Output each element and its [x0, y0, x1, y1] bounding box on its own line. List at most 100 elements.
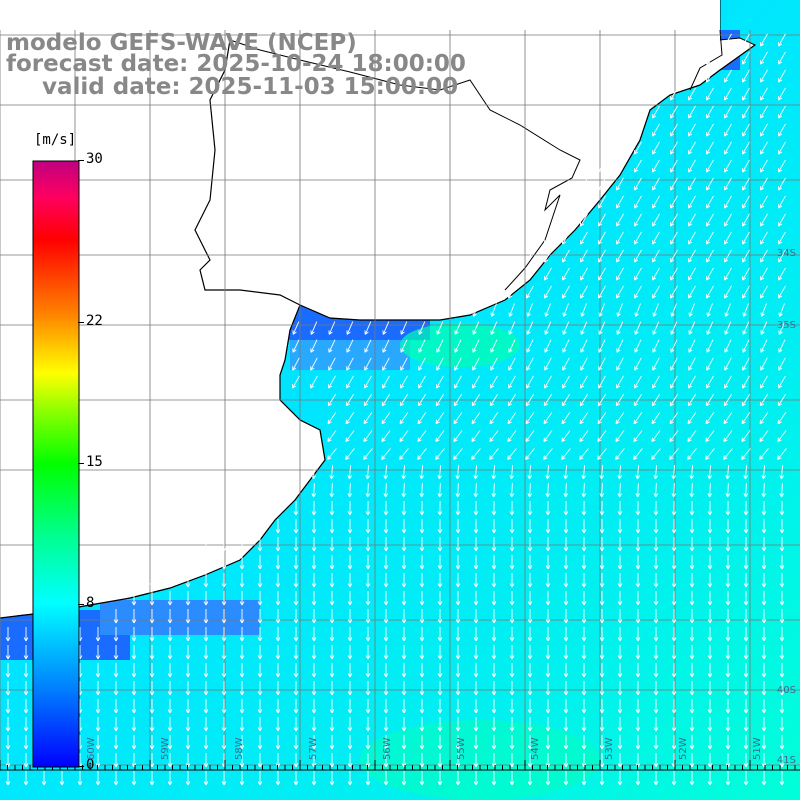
wind-arrow	[437, 482, 443, 498]
wind-arrow	[741, 393, 751, 407]
wind-arrow	[221, 609, 227, 624]
wind-arrow	[671, 645, 677, 660]
wind-arrow	[634, 231, 642, 245]
wind-arrow	[653, 681, 659, 696]
wind-arrow	[527, 753, 533, 768]
wind-arrow	[455, 681, 461, 696]
wind-arrow	[149, 609, 155, 624]
wind-arrow	[239, 753, 245, 768]
wind-arrow	[706, 159, 714, 173]
longitude-label: 55W	[456, 737, 467, 760]
wind-arrow	[527, 771, 533, 786]
wind-arrow	[688, 231, 696, 245]
wind-arrow	[435, 393, 445, 407]
wind-arrow	[527, 591, 533, 606]
wind-arrow	[669, 430, 679, 443]
wind-arrow	[545, 735, 551, 750]
wind-arrow	[688, 303, 695, 317]
wind-arrow	[563, 627, 569, 642]
colorbar-tick-mark	[78, 604, 84, 606]
wind-arrow	[599, 573, 605, 588]
wind-arrow	[437, 519, 443, 534]
wind-arrow	[329, 681, 335, 696]
wind-arrow	[562, 303, 569, 317]
wind-arrow	[616, 285, 624, 299]
wind-arrow	[742, 213, 750, 227]
wind-arrow	[203, 717, 209, 732]
wind-arrow	[598, 249, 606, 263]
wind-arrow	[724, 51, 732, 65]
wind-arrow	[635, 627, 641, 642]
wind-arrow	[778, 375, 786, 389]
wind-arrow	[545, 645, 551, 660]
wind-arrow	[635, 573, 641, 588]
wind-arrow	[509, 464, 514, 480]
wind-arrow	[346, 375, 354, 389]
wind-arrow	[616, 375, 624, 389]
wind-arrow	[311, 482, 317, 498]
wind-arrow	[491, 771, 497, 786]
wind-arrow	[203, 591, 209, 606]
wind-arrow	[95, 771, 101, 786]
wind-arrow	[525, 393, 535, 407]
wind-arrow	[759, 448, 769, 460]
wind-arrow	[491, 627, 497, 642]
wind-arrow	[724, 69, 732, 83]
wind-arrow	[617, 753, 623, 768]
wind-arrow	[491, 681, 497, 696]
wind-arrow	[347, 663, 353, 678]
wind-arrow	[616, 339, 624, 353]
wind-arrow	[489, 430, 499, 443]
wind-arrow	[401, 699, 407, 714]
latitude-label: 41S	[776, 755, 796, 766]
wind-arrow	[185, 771, 191, 786]
wind-arrow	[95, 699, 101, 714]
wind-arrow	[491, 573, 497, 588]
wind-arrow	[778, 33, 786, 47]
wind-arrow	[580, 357, 588, 371]
wind-arrow	[455, 645, 461, 660]
wind-arrow	[688, 267, 696, 281]
wind-arrow	[635, 482, 641, 498]
wind-arrow	[365, 573, 371, 588]
wind-arrow	[293, 753, 299, 768]
wind-arrow	[599, 645, 605, 660]
wind-arrow	[185, 555, 191, 570]
wind-arrow	[635, 735, 641, 750]
wind-arrow	[167, 627, 173, 642]
wind-arrow	[400, 357, 408, 371]
wind-arrow	[311, 573, 317, 588]
wind-arrow	[5, 717, 11, 732]
wind-arrow	[417, 430, 427, 443]
wind-arrow	[436, 339, 444, 353]
wind-arrow	[742, 195, 750, 209]
wind-arrow	[616, 231, 624, 245]
wind-arrow	[527, 645, 533, 660]
wind-arrow	[706, 249, 714, 263]
wind-arrow	[671, 591, 677, 606]
wind-arrow	[688, 357, 696, 371]
wind-arrow	[437, 555, 443, 570]
wind-arrow	[5, 771, 11, 786]
wind-arrow	[779, 500, 785, 516]
wind-arrow	[652, 141, 660, 155]
wind-arrow	[707, 519, 713, 534]
wind-arrow	[473, 537, 479, 552]
wind-arrow	[761, 555, 767, 570]
wind-arrow	[670, 159, 678, 173]
wind-arrow	[327, 430, 337, 443]
wind-arrow	[545, 500, 551, 516]
wind-arrow	[507, 448, 517, 460]
wind-arrow	[275, 573, 281, 588]
wind-arrow	[687, 430, 697, 443]
wind-arrow	[221, 627, 227, 642]
wind-arrow	[383, 735, 389, 750]
wind-arrow	[292, 375, 300, 389]
wind-arrow	[743, 753, 749, 768]
wind-arrow	[509, 645, 515, 660]
wind-arrow	[617, 519, 623, 534]
wind-arrow	[292, 321, 300, 335]
wind-arrow	[670, 267, 678, 281]
wind-arrow	[347, 627, 353, 642]
